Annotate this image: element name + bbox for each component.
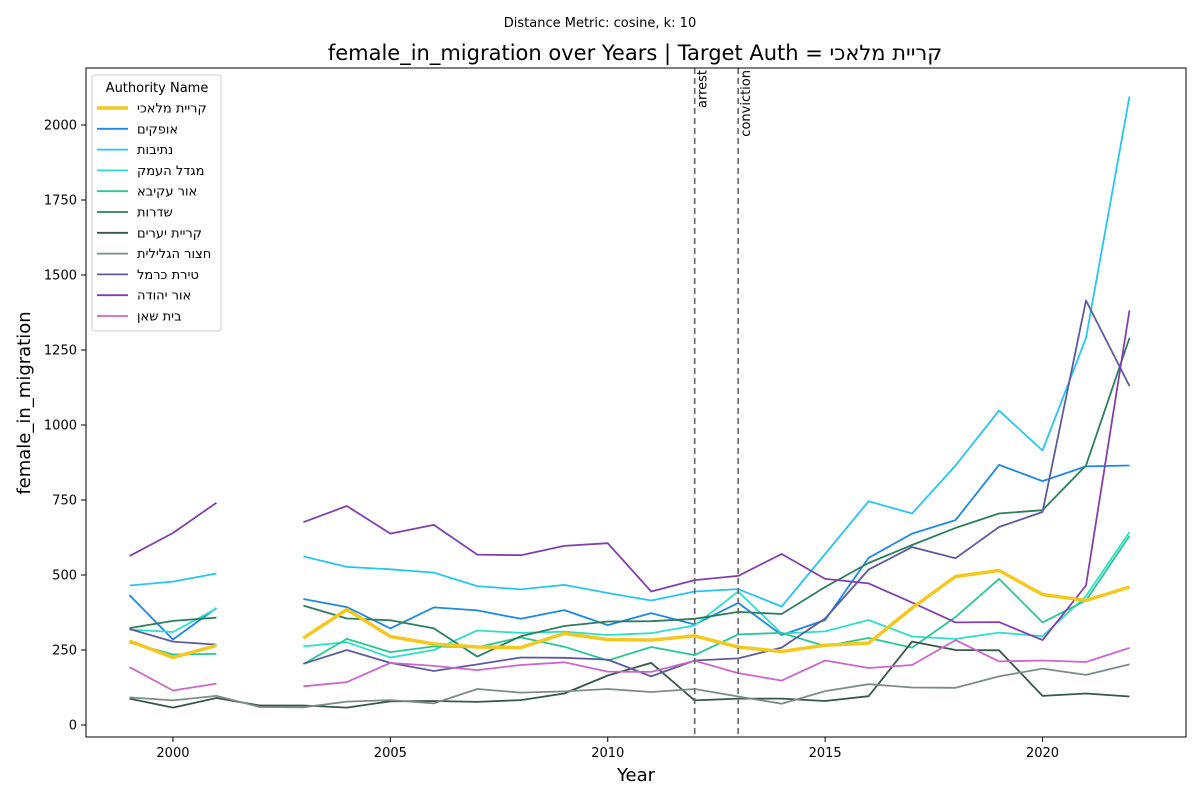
y-axis-title: female_in_migration	[14, 311, 35, 494]
series-line-8	[129, 299, 1131, 678]
legend-entry-label: בית שאן	[137, 310, 182, 325]
y-tick-label: 500	[52, 569, 77, 584]
legend-box	[91, 74, 222, 332]
x-tick-label: 2015	[809, 746, 842, 761]
x-tick-label: 2000	[156, 746, 189, 761]
legend-entry-label: טירת כרמל	[137, 268, 199, 283]
y-tick-label: 1500	[44, 269, 77, 284]
y-tick-label: 0	[69, 719, 77, 734]
y-tick-label: 1000	[44, 419, 77, 434]
legend-entry-label: חצור הגלילית	[137, 247, 211, 262]
legend-entry-label: קריית יערים	[137, 226, 202, 241]
series-line-0	[128, 568, 1130, 660]
y-tick-label: 2000	[44, 119, 77, 134]
legend-entry-label: אור עקיבא	[137, 185, 197, 200]
x-axis-title: Year	[616, 765, 656, 786]
legend-entry-label: קריית מלאכי	[137, 102, 207, 117]
x-tick-label: 2005	[374, 746, 407, 761]
y-tick-label: 750	[52, 494, 77, 509]
event-label-conviction: conviction	[739, 70, 754, 137]
y-tick-label: 1250	[44, 344, 77, 359]
series-line-1	[128, 464, 1130, 641]
chart-title: female_in_migration over Years | Target …	[328, 41, 942, 66]
series-lines	[128, 96, 1131, 709]
plot-area	[85, 67, 1187, 738]
y-tick-label: 250	[52, 644, 77, 659]
legend-entry-label: אור יהודה	[137, 289, 191, 304]
series-line-4	[129, 535, 1131, 665]
chart-subtitle: Distance Metric: cosine, k: 10	[504, 16, 696, 31]
y-axis: 0 250 500 750 1000 1250 1500 1750 2000	[44, 119, 86, 734]
legend-entry-label: מגדל העמק	[137, 164, 205, 179]
series-line-6	[129, 640, 1130, 709]
legend: Authority Name קריית מלאכי אופקים נתיבות מג…	[91, 74, 222, 332]
series-line-9	[129, 310, 1131, 641]
x-tick-label: 2020	[1026, 746, 1059, 761]
series-line-2	[129, 96, 1131, 608]
legend-title: Authority Name	[106, 81, 209, 96]
legend-entry-label: אופקים	[137, 122, 178, 137]
series-line-10	[129, 639, 1130, 692]
x-tick-label: 2010	[591, 746, 624, 761]
x-axis: 2000 2005 2010 2015 2020	[156, 737, 1059, 761]
legend-entry-label: נתיבות	[137, 143, 173, 158]
event-label-arrest: arrest	[696, 70, 711, 108]
legend-entry-label: שדרות	[137, 206, 173, 221]
y-tick-label: 1750	[44, 194, 77, 209]
event-lines: arrest conviction	[693, 68, 754, 737]
series-line-7	[129, 663, 1130, 709]
series-line-5	[129, 337, 1131, 658]
